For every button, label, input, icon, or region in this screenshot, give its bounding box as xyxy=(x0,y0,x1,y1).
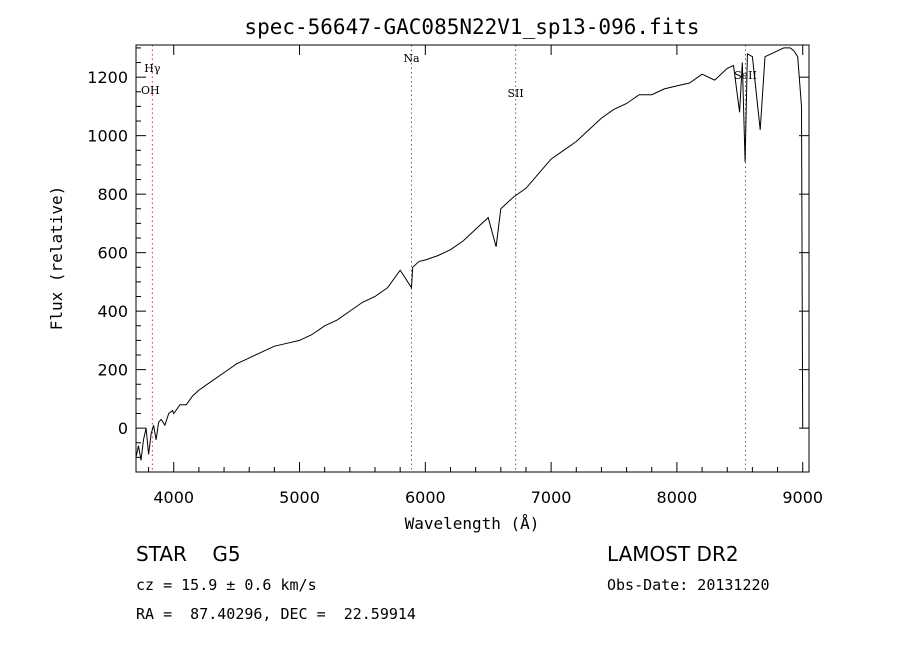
spectral-line-markers: Hγ OH Na SII SeII xyxy=(141,45,757,472)
observation-date: Obs-Date: 20131220 xyxy=(607,576,770,594)
y-tick-label-2: 400 xyxy=(97,302,128,321)
chart-title: spec-56647-GAC085N22V1_sp13-096.fits xyxy=(244,15,699,39)
x-tick-label-1: 5000 xyxy=(279,488,320,507)
x-tick-label-0: 4000 xyxy=(153,488,194,507)
spectral-line-label-3: SII xyxy=(508,87,524,100)
y-axis-label: Flux (relative) xyxy=(47,186,66,331)
y-tick-label-3: 600 xyxy=(97,244,128,263)
y-tick-label-1: 200 xyxy=(97,361,128,380)
survey-name: LAMOST DR2 xyxy=(607,542,739,566)
y-tick-label-5: 1000 xyxy=(87,127,128,146)
y-tick-label-0: 0 xyxy=(118,419,128,438)
flux-series-line xyxy=(135,47,804,461)
x-tick-label-3: 7000 xyxy=(531,488,572,507)
x-axis-label: Wavelength (Å) xyxy=(405,514,540,533)
axis-ticks: 4000 5000 6000 7000 8000 9000 0 200 400 600 800 100… xyxy=(87,45,823,507)
sky-coordinates: RA = 87.40296, DEC = 22.59914 xyxy=(136,605,416,623)
spectral-line-label-4: SeII xyxy=(734,69,757,82)
y-tick-label-6: 1200 xyxy=(87,68,128,87)
spectral-line-label-2: Na xyxy=(403,52,420,65)
redshift-velocity: cz = 15.9 ± 0.6 km/s xyxy=(136,576,317,594)
y-tick-label-4: 800 xyxy=(97,185,128,204)
spectral-line-label-0: Hγ xyxy=(144,62,161,75)
spectral-line-label-1: OH xyxy=(141,84,160,97)
object-class: STAR G5 xyxy=(136,542,241,566)
x-tick-label-2: 6000 xyxy=(405,488,446,507)
x-tick-label-4: 8000 xyxy=(657,488,698,507)
plot-frame xyxy=(135,44,810,473)
x-tick-label-5: 9000 xyxy=(782,488,823,507)
